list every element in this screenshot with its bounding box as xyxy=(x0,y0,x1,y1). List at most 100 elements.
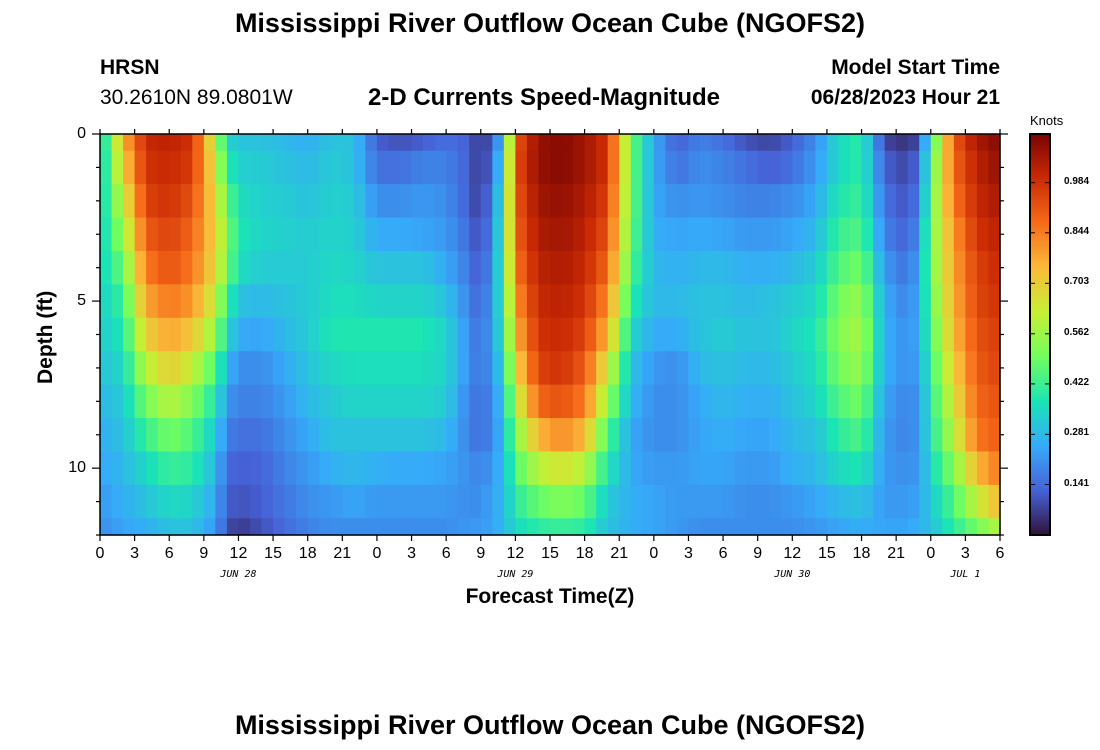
heatmap-cell xyxy=(873,484,886,519)
chart-subtitle: 2-D Currents Speed-Magnitude xyxy=(368,84,721,111)
heatmap-cell xyxy=(111,451,124,486)
heatmap-cell xyxy=(769,451,782,486)
heatmap-cell xyxy=(134,317,147,352)
heatmap-cell xyxy=(503,150,516,185)
heatmap-cell xyxy=(365,250,378,285)
heatmap-cell xyxy=(850,518,863,536)
heatmap-cell xyxy=(953,518,966,536)
heatmap-cell xyxy=(734,518,747,536)
heatmap-cell xyxy=(492,134,505,152)
heatmap-cell xyxy=(434,284,447,319)
heatmap-cell xyxy=(769,317,782,352)
heatmap-cell xyxy=(976,384,990,419)
heatmap-cell xyxy=(330,484,343,519)
heatmap-cell xyxy=(365,317,378,352)
heatmap-cell xyxy=(884,217,897,252)
heatmap-cell xyxy=(607,184,620,219)
heatmap-cell xyxy=(815,250,828,285)
heatmap-cell xyxy=(261,284,274,319)
heatmap-cell xyxy=(446,418,459,453)
heatmap-cell xyxy=(284,384,297,419)
heatmap-cell xyxy=(261,518,274,536)
heatmap-cell xyxy=(942,217,955,252)
heatmap-cell xyxy=(665,484,678,519)
heatmap-cell xyxy=(492,484,505,519)
heatmap-cell xyxy=(388,150,401,185)
heatmap-cell xyxy=(515,317,528,352)
heatmap-cell xyxy=(884,384,897,419)
heatmap-cell xyxy=(273,250,286,285)
heatmap-cell xyxy=(965,250,978,285)
heatmap-cell xyxy=(988,184,1001,219)
heatmap-cell xyxy=(792,184,805,219)
heatmap-cell xyxy=(457,317,470,352)
y-tick-label: 10 xyxy=(68,459,86,477)
heatmap-cell xyxy=(573,351,586,386)
heatmap-cell xyxy=(203,451,216,486)
heatmap-cell xyxy=(376,518,390,536)
heatmap-cell xyxy=(919,184,932,219)
heatmap-cell xyxy=(203,418,216,453)
heatmap-cell xyxy=(550,184,563,219)
heatmap-cell xyxy=(573,518,586,536)
heatmap-cell xyxy=(919,217,932,252)
heatmap-cell xyxy=(538,351,551,386)
heatmap-cell xyxy=(423,518,436,536)
heatmap-cell xyxy=(376,217,390,252)
heatmap-cell xyxy=(157,484,170,519)
heatmap-cell xyxy=(792,351,805,386)
heatmap-cell xyxy=(273,184,286,219)
heatmap-cell xyxy=(169,217,182,252)
heatmap-cell xyxy=(942,284,955,319)
heatmap-cell xyxy=(942,451,955,486)
heatmap-cell xyxy=(215,217,228,252)
heatmap-cell xyxy=(319,351,332,386)
heatmap-cell xyxy=(238,134,251,152)
heatmap-cell xyxy=(861,134,874,152)
heatmap-cell xyxy=(319,418,332,453)
heatmap-cell xyxy=(376,184,390,219)
heatmap-cell xyxy=(642,451,655,486)
heatmap-cell xyxy=(157,184,170,219)
heatmap-cell xyxy=(526,134,540,152)
x-tick-label: 3 xyxy=(960,545,970,562)
heatmap-cell xyxy=(723,317,736,352)
heatmap-cell xyxy=(780,518,793,536)
heatmap-cell xyxy=(861,418,874,453)
heatmap-cell xyxy=(711,418,724,453)
heatmap-cell xyxy=(226,384,240,419)
heatmap-cell xyxy=(238,484,251,519)
heatmap-cell xyxy=(330,184,343,219)
heatmap-cell xyxy=(423,217,436,252)
heatmap-cell xyxy=(480,250,493,285)
heatmap-cell xyxy=(757,384,770,419)
heatmap-cell xyxy=(538,418,551,453)
heatmap-cell xyxy=(538,217,551,252)
heatmap-cell xyxy=(607,351,620,386)
heatmap-cell xyxy=(653,484,666,519)
heatmap-cell xyxy=(803,351,816,386)
heatmap-cell xyxy=(515,150,528,185)
heatmap-cell xyxy=(376,451,390,486)
heatmap-cell xyxy=(111,384,124,419)
heatmap-cell xyxy=(100,518,113,536)
heatmap-cell xyxy=(250,184,263,219)
heatmap-cell xyxy=(446,451,459,486)
heatmap-cell xyxy=(388,451,401,486)
heatmap-cell xyxy=(319,150,332,185)
heatmap-cell xyxy=(400,484,413,519)
heatmap-cell xyxy=(376,317,390,352)
heatmap-cell xyxy=(284,134,297,152)
heatmap-cell xyxy=(296,250,309,285)
heatmap-cell xyxy=(780,284,793,319)
heatmap-cell xyxy=(884,418,897,453)
heatmap-cell xyxy=(400,418,413,453)
heatmap-cell xyxy=(226,518,240,536)
heatmap-cell xyxy=(561,150,574,185)
heatmap-cell xyxy=(342,518,355,536)
heatmap-cell xyxy=(965,150,978,185)
x-tick-label: 12 xyxy=(229,545,248,562)
heatmap-cell xyxy=(538,484,551,519)
heatmap-cell xyxy=(157,418,170,453)
heatmap-cell xyxy=(665,451,678,486)
